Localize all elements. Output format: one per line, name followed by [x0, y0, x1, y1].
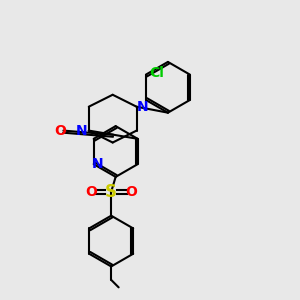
Text: O: O	[55, 124, 66, 138]
Text: O: O	[85, 185, 97, 199]
Text: N: N	[137, 100, 148, 114]
Text: S: S	[105, 183, 117, 201]
Text: N: N	[76, 124, 87, 138]
Text: N: N	[92, 157, 103, 171]
Text: O: O	[125, 185, 137, 199]
Text: Cl: Cl	[149, 66, 164, 80]
